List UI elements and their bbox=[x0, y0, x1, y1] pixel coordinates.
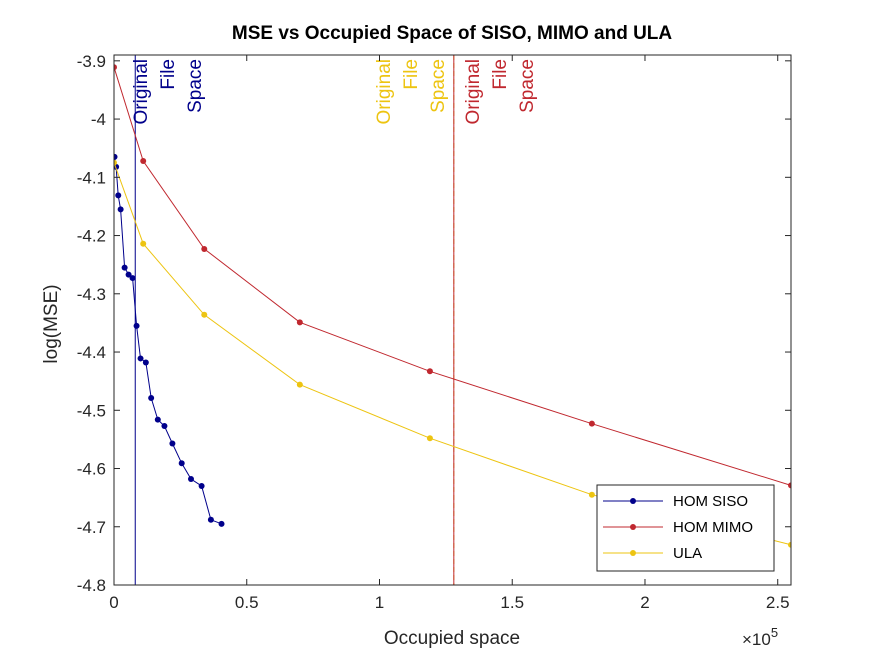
y-tick-label: -4.7 bbox=[77, 518, 106, 537]
x-exponent-power: 5 bbox=[771, 625, 778, 640]
data-point bbox=[588, 491, 595, 498]
x-tick-label: 0 bbox=[109, 593, 118, 612]
data-point bbox=[198, 482, 205, 489]
plot-frame bbox=[113, 54, 792, 586]
data-point bbox=[125, 271, 132, 278]
x-tick-label: 1.5 bbox=[500, 593, 524, 612]
legend-swatch-marker bbox=[630, 524, 636, 530]
legend: HOM SISO HOM MIMO ULA bbox=[596, 484, 775, 572]
reference-line-label: File bbox=[401, 59, 422, 90]
data-point bbox=[169, 440, 176, 447]
data-point bbox=[218, 520, 225, 527]
data-point bbox=[114, 153, 118, 160]
x-tick-label: 2 bbox=[640, 593, 649, 612]
reference-line-label: Original bbox=[463, 59, 484, 124]
reference-line-label: Space bbox=[428, 59, 449, 113]
reference-line-label: Original bbox=[374, 59, 395, 124]
data-point bbox=[115, 192, 122, 199]
reference-line-label: File bbox=[158, 59, 179, 90]
data-point bbox=[207, 516, 214, 523]
legend-box bbox=[596, 484, 775, 572]
data-point bbox=[140, 158, 147, 164]
data-point bbox=[154, 416, 161, 423]
x-tick-label: 0.5 bbox=[235, 593, 259, 612]
x-axis-label: Occupied space bbox=[384, 628, 520, 649]
chart-title: MSE vs Occupied Space of SISO, MIMO and … bbox=[232, 23, 673, 44]
y-tick-label: -4.3 bbox=[77, 285, 106, 304]
legend-swatch-marker bbox=[630, 550, 636, 556]
y-tick-label: -4.8 bbox=[77, 576, 106, 595]
reference-line-label: Original bbox=[131, 59, 152, 124]
data-point bbox=[201, 245, 208, 252]
y-tick-label: -4.6 bbox=[77, 460, 106, 479]
legend-entry: HOM MIMO bbox=[673, 519, 753, 536]
reference-line-label: Space bbox=[517, 59, 538, 113]
data-point bbox=[121, 264, 128, 271]
data-point bbox=[187, 476, 194, 482]
data-point bbox=[201, 311, 208, 318]
x-tick-label: 1 bbox=[375, 593, 384, 612]
data-point bbox=[148, 395, 155, 402]
legend-swatch-marker bbox=[630, 498, 636, 504]
data-point bbox=[161, 423, 168, 429]
data-point bbox=[178, 460, 185, 467]
x-tick-label: 2.5 bbox=[766, 593, 790, 612]
data-point bbox=[140, 240, 147, 247]
y-tick-label: -4.5 bbox=[77, 401, 106, 420]
data-point bbox=[114, 159, 117, 166]
data-point bbox=[114, 64, 117, 71]
data-point bbox=[588, 420, 595, 427]
reference-line-label: File bbox=[490, 59, 511, 90]
reference-line-label: Space bbox=[185, 59, 206, 113]
legend-entry: ULA bbox=[673, 545, 702, 562]
data-point bbox=[117, 206, 124, 213]
y-axis-label: log(MSE) bbox=[41, 284, 62, 363]
y-tick-label: -4.2 bbox=[77, 227, 106, 246]
data-point bbox=[788, 482, 791, 489]
data-point bbox=[296, 319, 303, 326]
data-point bbox=[788, 541, 791, 548]
data-point bbox=[137, 355, 144, 362]
data-point bbox=[296, 381, 303, 388]
data-point bbox=[426, 368, 433, 375]
data-point bbox=[133, 322, 140, 329]
x-exponent-base: ×10 bbox=[742, 630, 771, 649]
data-point bbox=[129, 275, 136, 282]
y-tick-label: -4 bbox=[91, 110, 106, 129]
y-tick-label: -4.4 bbox=[77, 343, 106, 362]
legend-entry: HOM SISO bbox=[673, 493, 748, 510]
x-exponent-label: ×105 bbox=[742, 625, 778, 649]
y-tick-label: -3.9 bbox=[77, 52, 106, 71]
data-point bbox=[142, 359, 149, 366]
y-tick-label: -4.1 bbox=[77, 168, 106, 187]
data-point bbox=[426, 435, 433, 442]
